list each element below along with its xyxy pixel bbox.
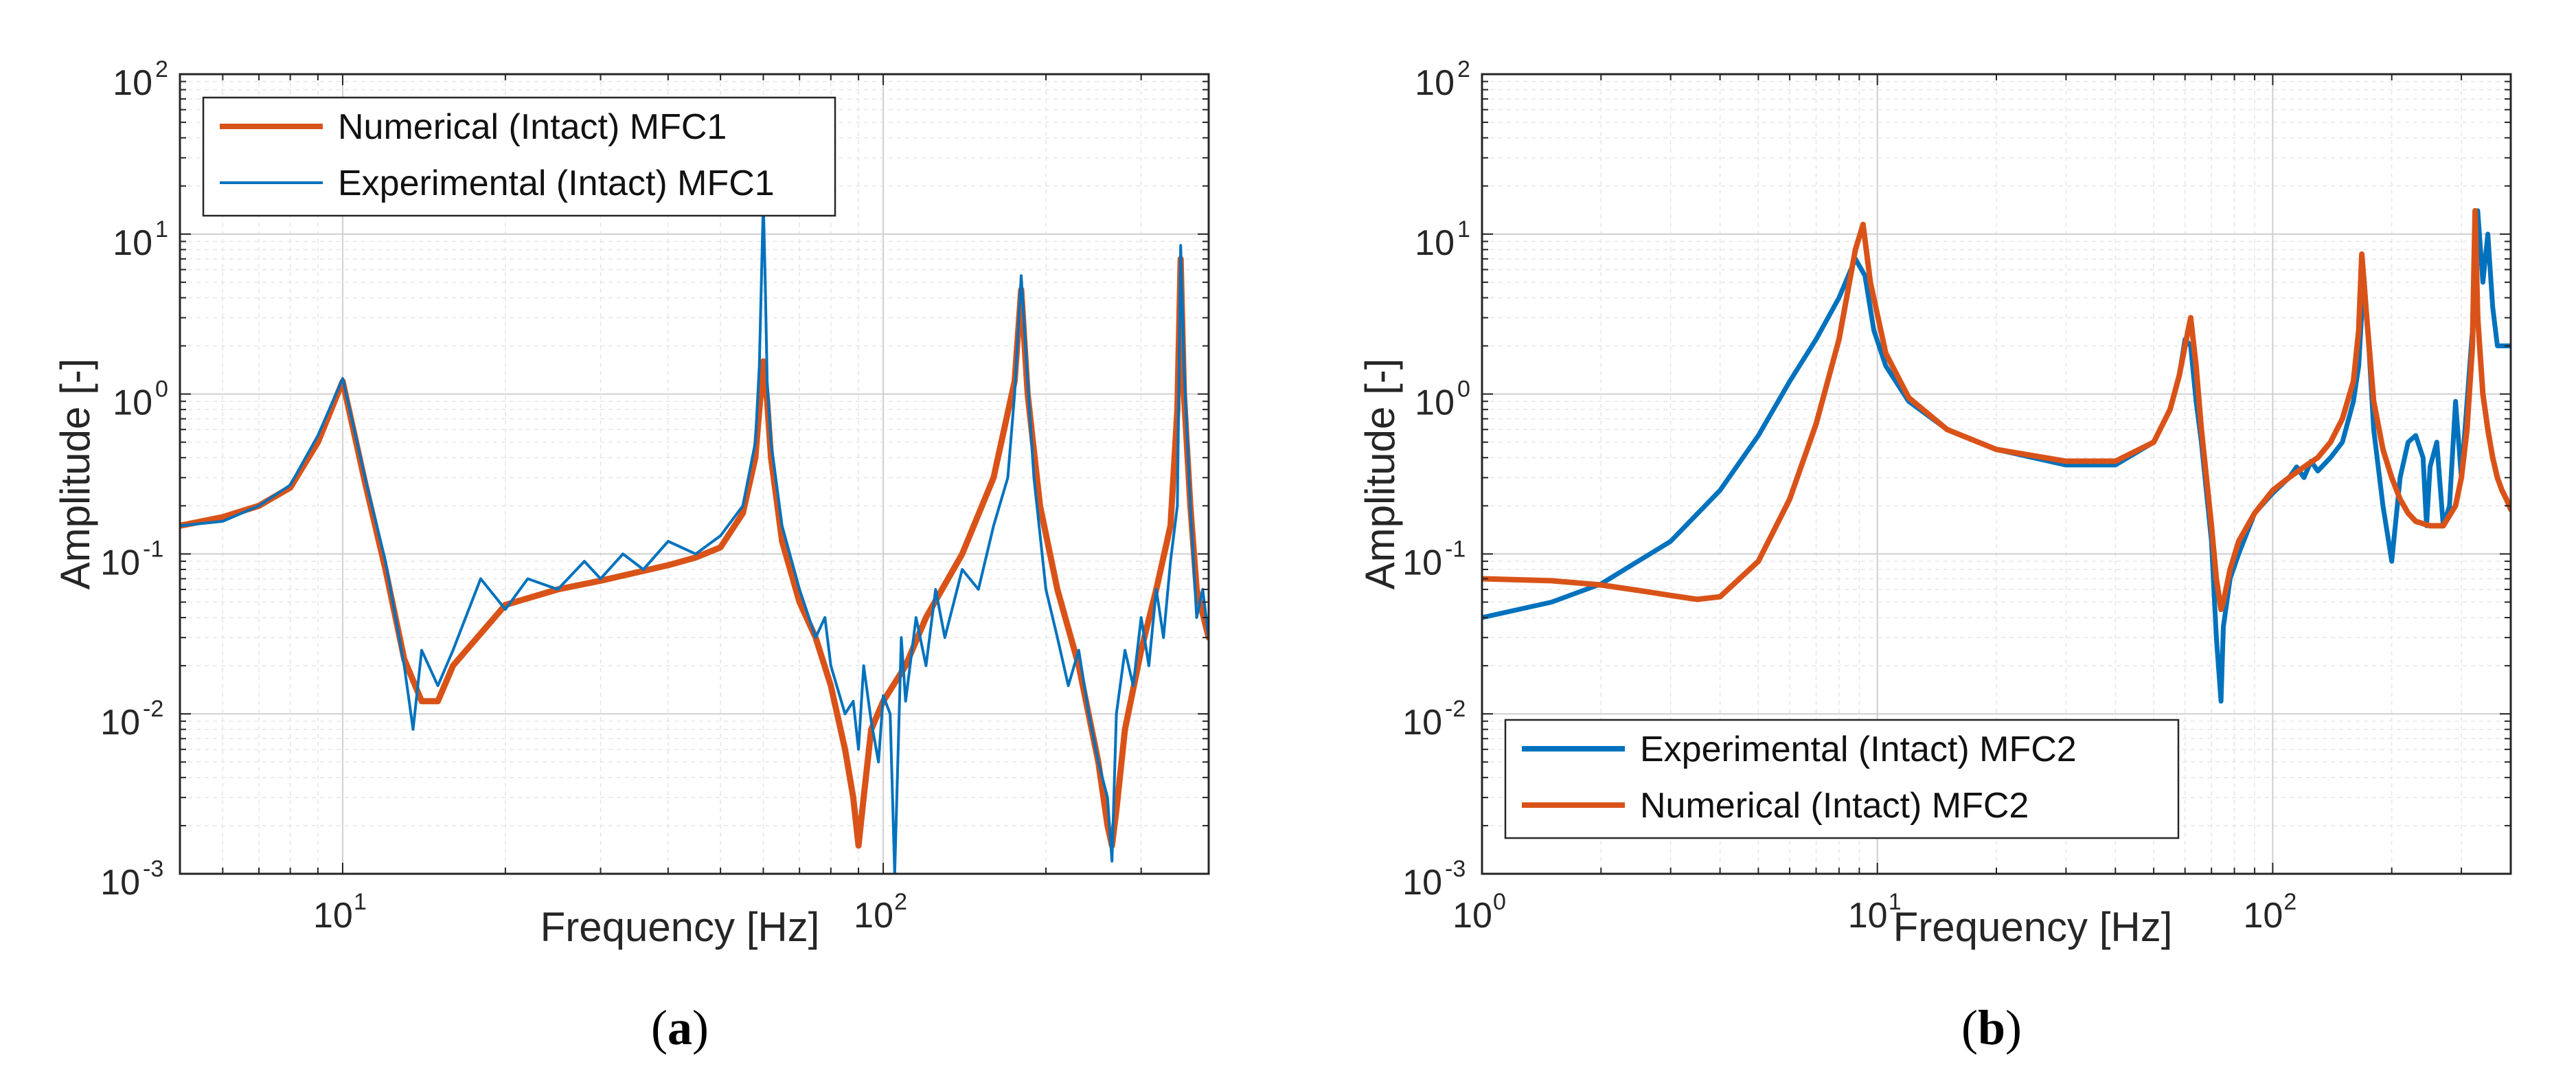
- y-tick-label-exponent: -2: [143, 696, 163, 722]
- x-axis-label-a: Frequency [Hz]: [540, 904, 820, 950]
- legend-b: Experimental (Intact) MFC2 Numerical (In…: [1504, 719, 2180, 839]
- y-tick-label: 10: [100, 543, 140, 583]
- x-tick-label-exponent: 2: [894, 889, 907, 915]
- x-tick-label-exponent: 0: [1493, 889, 1506, 915]
- caption-b-close: ): [2005, 1000, 2022, 1055]
- caption-a-close: ): [692, 1000, 709, 1055]
- series-group-a: [180, 200, 1209, 874]
- y-tick-label: 10: [113, 383, 152, 423]
- ticks-b: 10 0 10 1 10 210 -310 -210 -110 010 110 2: [1402, 56, 2511, 936]
- series-group-b: [1482, 207, 2511, 704]
- y-tick-label-exponent: 1: [155, 216, 168, 242]
- caption-a: (a): [651, 1000, 709, 1055]
- y-tick-label: 10: [1415, 223, 1455, 263]
- legend-a: Numerical (Intact) MFC1 Experimental (In…: [202, 96, 836, 217]
- x-tick-label-exponent: 1: [354, 889, 367, 915]
- x-tick-label: 10: [854, 896, 893, 936]
- legend-label-experimental-mfc1: Experimental (Intact) MFC1: [338, 163, 775, 203]
- y-tick-label-exponent: -3: [143, 856, 163, 882]
- ticks-a: 10 1 10 210 -310 -210 -110 010 110 2: [100, 56, 1209, 936]
- x-tick-label-exponent: 2: [2283, 889, 2296, 915]
- caption-a-letter: a: [668, 1000, 692, 1055]
- chart-panel-b: 10 0 10 1 10 210 -310 -210 -110 010 110 2 Frequency…: [1357, 56, 2512, 1055]
- legend-label-experimental-mfc2: Experimental (Intact) MFC2: [1640, 730, 2077, 769]
- x-axis-label-b: Frequency [Hz]: [1893, 904, 2173, 950]
- y-tick-label: 10: [100, 863, 140, 903]
- y-tick-label: 10: [100, 703, 140, 743]
- y-tick-label-exponent: -3: [1445, 856, 1466, 882]
- y-tick-label-exponent: 2: [1457, 56, 1470, 82]
- caption-b: (b): [1961, 1000, 2022, 1055]
- y-tick-label: 10: [1402, 543, 1442, 583]
- series-line-numerical-intact-mfc2: [1482, 207, 2511, 613]
- y-tick-label: 10: [113, 63, 152, 103]
- x-tick-label: 10: [313, 896, 353, 936]
- x-tick-label-exponent: 1: [1889, 889, 1902, 915]
- series-line-experimental-intact-mfc1: [180, 200, 1209, 874]
- y-tick-label: 10: [1415, 63, 1455, 103]
- y-tick-label: 10: [1402, 703, 1442, 743]
- y-tick-label-exponent: -2: [1445, 696, 1466, 722]
- y-tick-label-exponent: -1: [143, 536, 163, 562]
- y-tick-label-exponent: 1: [1457, 216, 1470, 242]
- chart-panel-a: 10 1 10 210 -310 -210 -110 010 110 2 Frequency [H…: [52, 56, 1210, 1055]
- legend-label-numerical-mfc2: Numerical (Intact) MFC2: [1640, 786, 2029, 826]
- caption-a-open: (: [651, 1000, 668, 1055]
- legend-box-b: [1504, 719, 2180, 839]
- y-tick-label-exponent: 0: [155, 376, 168, 403]
- caption-b-open: (: [1961, 1000, 1978, 1055]
- axes-frame-a: [179, 73, 1210, 875]
- y-tick-label-exponent: 0: [1457, 376, 1470, 403]
- y-tick-label: 10: [1415, 383, 1455, 423]
- y-tick-label-exponent: -1: [1445, 536, 1466, 562]
- y-axis-label-b: Amplitude [-]: [1357, 359, 1403, 590]
- y-tick-label: 10: [113, 223, 152, 263]
- x-tick-label: 10: [2243, 896, 2283, 936]
- x-tick-label: 10: [1452, 896, 1492, 936]
- y-tick-label-exponent: 2: [155, 56, 168, 82]
- legend-box-a: [202, 96, 836, 217]
- x-tick-label: 10: [1848, 896, 1888, 936]
- legend-label-numerical-mfc1: Numerical (Intact) MFC1: [338, 107, 727, 147]
- y-tick-label: 10: [1402, 863, 1442, 903]
- series-line-numerical-intact-mfc1: [180, 256, 1209, 849]
- caption-b-letter: b: [1978, 1000, 2005, 1055]
- y-axis-label-a: Amplitude [-]: [52, 359, 98, 590]
